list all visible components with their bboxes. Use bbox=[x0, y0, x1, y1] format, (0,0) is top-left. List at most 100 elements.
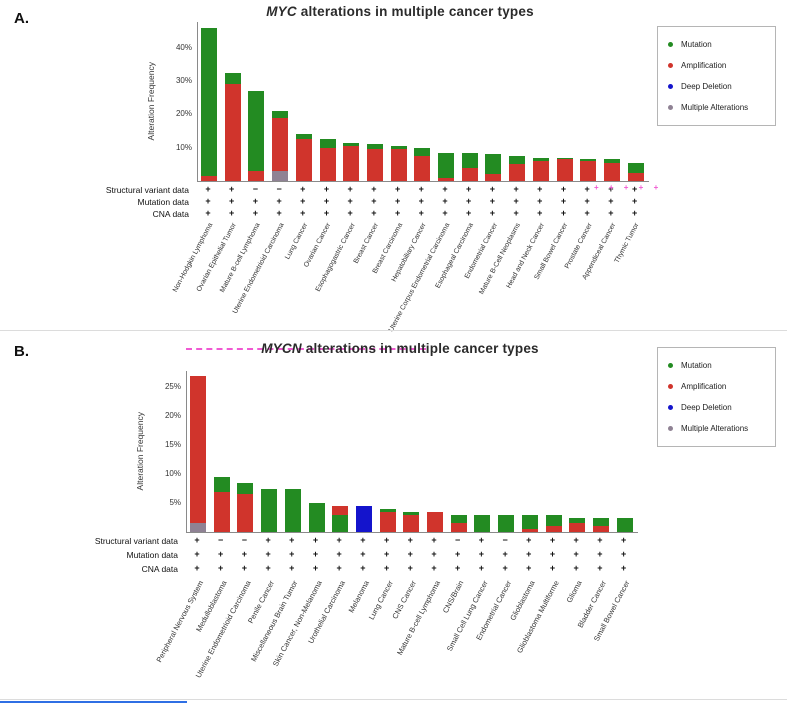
amplification-segment bbox=[532, 161, 549, 181]
legend-item-amplification: Amplification bbox=[668, 376, 765, 397]
availability-mark: + bbox=[631, 196, 638, 206]
mutation-segment bbox=[569, 517, 586, 524]
availability-mark: + bbox=[431, 563, 437, 573]
availability-mark: + bbox=[526, 563, 532, 573]
mutation-segment bbox=[272, 111, 289, 118]
gene-symbol: MYCN bbox=[261, 341, 302, 356]
x-axis-label: Mature B-Cell Neoplasms bbox=[478, 222, 523, 296]
x-axis-label: Mature B-cell Lymphoma bbox=[394, 579, 442, 657]
availability-mark: + bbox=[631, 184, 638, 194]
amplification-segment bbox=[509, 164, 526, 181]
bar-non-hodgkin-lymphoma bbox=[201, 27, 217, 181]
bar-breast-carcinoma bbox=[390, 146, 407, 181]
legend-item-label: Amplification bbox=[681, 382, 727, 391]
availability-mark: + bbox=[584, 184, 590, 194]
mutation-segment bbox=[224, 72, 241, 85]
availability-mark: + bbox=[312, 535, 319, 545]
bar-thymic-tumor bbox=[627, 162, 644, 181]
bar-uterine-endometrioid-carcinoma bbox=[237, 482, 254, 532]
multiple-alterations-legend-icon bbox=[668, 105, 673, 110]
bar-miscellaneous-brain-tumor bbox=[284, 488, 301, 532]
y-tick-label: 10% bbox=[164, 469, 181, 479]
mutation-segment bbox=[403, 511, 420, 515]
availability-mark: + bbox=[431, 535, 437, 545]
availability-mark: + bbox=[513, 196, 519, 206]
multiple-segment bbox=[272, 171, 289, 181]
bar-appendiceal-cancer bbox=[603, 159, 620, 181]
availability-mark: + bbox=[455, 549, 461, 559]
mutation-segment bbox=[438, 152, 454, 178]
mutation-segment bbox=[616, 517, 633, 532]
availability-mark: + bbox=[573, 535, 579, 545]
availability-mark: + bbox=[300, 196, 306, 206]
legend-item-label: Deep Deletion bbox=[681, 82, 732, 91]
legend-item-label: Deep Deletion bbox=[681, 403, 732, 412]
y-axis-title: Alteration Frequency bbox=[135, 412, 145, 491]
availability-mark: − bbox=[276, 184, 282, 194]
mutation-segment bbox=[284, 488, 301, 532]
availability-mark: + bbox=[478, 535, 485, 545]
mutation-segment bbox=[414, 147, 431, 156]
amplification-segment bbox=[343, 146, 360, 181]
availability-mark: + bbox=[383, 563, 390, 573]
availability-mark: + bbox=[265, 549, 271, 559]
legend-item-mutation: Mutation bbox=[668, 34, 765, 55]
mutation-segment bbox=[461, 152, 478, 168]
amplification-segment bbox=[450, 523, 467, 532]
availability-mark: + bbox=[300, 184, 306, 194]
availability-mark: + bbox=[597, 549, 603, 559]
amplification-segment bbox=[485, 174, 502, 181]
availability-mark: + bbox=[312, 549, 319, 559]
availability-mark: − bbox=[502, 535, 508, 545]
x-axis-label: CNS/Brain bbox=[441, 579, 466, 615]
availability-mark: + bbox=[360, 549, 366, 559]
panel-b-plot-area: Alteration Frequency 5% 10% 15% 20% 25% bbox=[135, 371, 638, 533]
bar-small-cell-lung-cancer bbox=[474, 514, 491, 532]
availability-mark: + bbox=[455, 563, 461, 573]
availability-mark: + bbox=[336, 563, 342, 573]
availability-mark: + bbox=[442, 196, 448, 206]
mutation-segment bbox=[332, 514, 349, 532]
panel-a-label: A. bbox=[14, 10, 29, 27]
availability-mark: + bbox=[608, 184, 614, 194]
bar-glioma bbox=[569, 517, 586, 532]
availability-mark: + bbox=[360, 563, 366, 573]
bar-urothelial-carcinoma bbox=[332, 505, 349, 532]
bar-lung-cancer bbox=[379, 508, 396, 532]
amplification-segment bbox=[224, 84, 241, 181]
y-tick-label: 30% bbox=[175, 76, 192, 85]
amplification-segment bbox=[295, 139, 312, 181]
availability-mark: + bbox=[478, 549, 485, 559]
availability-mark: + bbox=[573, 563, 579, 573]
availability-mark: − bbox=[252, 184, 259, 194]
availability-mark: + bbox=[371, 196, 377, 206]
gene-symbol: MYC bbox=[266, 4, 297, 19]
panel-b: B. MYCN alterations in multiple cancer t… bbox=[0, 333, 787, 705]
amplification-segment bbox=[190, 375, 206, 524]
availability-row-mutation-data: Mutation data + + + + + + + + + + + + + + + + + + + bbox=[0, 549, 787, 560]
mutation-segment bbox=[603, 159, 620, 163]
y-tick-label: 10% bbox=[175, 142, 192, 152]
panel-b-title: MYCN alterations in multiple cancer type… bbox=[140, 341, 660, 356]
availability-mark: + bbox=[513, 184, 519, 194]
bar-peripheral-nervous-system bbox=[190, 375, 206, 532]
availability-mark: + bbox=[276, 208, 282, 218]
amplification-legend-icon bbox=[668, 63, 673, 68]
amplification-segment bbox=[332, 505, 349, 515]
amplification-segment bbox=[237, 494, 254, 532]
mutation-segment bbox=[319, 139, 336, 148]
amplification-segment bbox=[390, 149, 407, 181]
bar-small-bowel-cancer bbox=[616, 517, 633, 532]
availability-mark: + bbox=[229, 184, 235, 194]
y-tick-label: 5% bbox=[169, 498, 181, 508]
mutation-segment bbox=[379, 508, 396, 512]
availability-mark: + bbox=[265, 535, 271, 545]
availability-mark: + bbox=[431, 549, 437, 559]
availability-mark: + bbox=[265, 563, 271, 573]
availability-row-label: Mutation data bbox=[126, 550, 178, 560]
bar-breast-cancer bbox=[366, 144, 383, 181]
availability-mark: + bbox=[513, 208, 519, 218]
amplification-segment bbox=[201, 176, 217, 181]
bar-melanoma bbox=[355, 505, 372, 532]
x-axis-label: Uterine Endometrioid Carcinoma bbox=[231, 222, 286, 315]
